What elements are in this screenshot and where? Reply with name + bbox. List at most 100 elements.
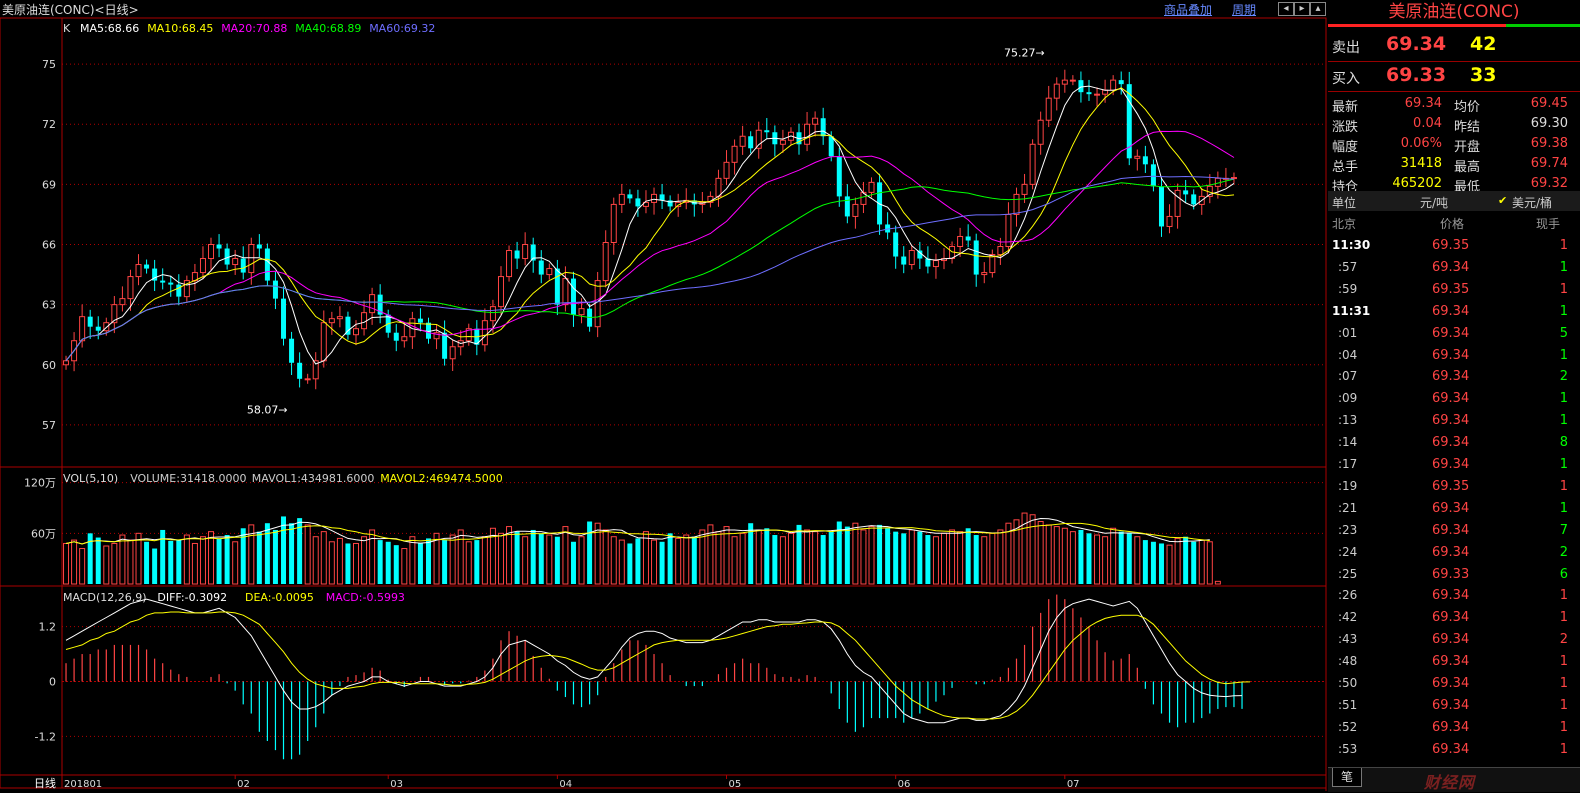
volume-bar bbox=[1110, 527, 1117, 585]
candle-body bbox=[1086, 92, 1092, 95]
volume-bar bbox=[587, 521, 593, 584]
candle-body bbox=[731, 145, 738, 163]
candle-body bbox=[546, 268, 553, 276]
volume-bar bbox=[144, 541, 150, 584]
ma-line bbox=[65, 175, 1235, 362]
candle-body bbox=[1053, 83, 1060, 99]
tick-time: :57 bbox=[1338, 259, 1358, 274]
tick-header-price: 价格 bbox=[1440, 217, 1465, 231]
tick-price: 69.34 bbox=[1432, 435, 1470, 451]
volume-bar bbox=[514, 531, 520, 584]
ask-volume: 42 bbox=[1470, 33, 1497, 55]
unit-alt[interactable]: 美元/桶 bbox=[1512, 196, 1553, 210]
tick-volume: 1 bbox=[1559, 676, 1568, 691]
tick-volume: 1 bbox=[1559, 347, 1568, 363]
tick-row: :17 69.34 1 bbox=[1328, 455, 1580, 475]
volume-bar bbox=[506, 526, 513, 585]
candle-body bbox=[336, 316, 343, 320]
candle-body bbox=[1230, 177, 1237, 180]
candle-body bbox=[264, 248, 270, 281]
volume-bar bbox=[297, 518, 303, 584]
candle-body bbox=[1037, 119, 1044, 145]
tick-row: :23 69.34 7 bbox=[1328, 521, 1580, 541]
candle-body bbox=[119, 298, 126, 306]
mavol-line bbox=[65, 517, 1210, 545]
arrow-up-icon[interactable]: ▴ bbox=[1310, 2, 1326, 16]
candle-body bbox=[917, 250, 923, 259]
candle-body bbox=[1166, 215, 1173, 227]
candle-body bbox=[152, 268, 158, 281]
candle-body bbox=[369, 294, 376, 314]
candle-body bbox=[208, 244, 215, 260]
title-bar: 美原油连(CONC)<日线> 商品叠加 周期 ◂ ▸ ▴ bbox=[0, 0, 1328, 18]
ma-legend: MA20:70.88 bbox=[221, 22, 287, 35]
volume-bar bbox=[1150, 541, 1156, 584]
candle-body bbox=[168, 282, 174, 285]
volume-bar bbox=[1086, 533, 1092, 584]
arrow-left-icon[interactable]: ◂ bbox=[1278, 2, 1294, 16]
overlay-link[interactable]: 商品叠加 bbox=[1164, 3, 1213, 17]
tick-price: 69.34 bbox=[1432, 632, 1470, 648]
bid-price: 69.33 bbox=[1386, 64, 1447, 86]
candle-body bbox=[1069, 79, 1076, 82]
volume-bar bbox=[457, 529, 464, 585]
candle-body bbox=[1013, 193, 1020, 215]
candle-body bbox=[216, 244, 222, 249]
volume-bar bbox=[1206, 541, 1213, 585]
volume-bar bbox=[385, 541, 391, 584]
volume-bar bbox=[224, 535, 230, 584]
volume-bar bbox=[860, 529, 867, 585]
candle-body bbox=[497, 276, 504, 308]
unit-value[interactable]: 元/吨 bbox=[1420, 196, 1449, 210]
tick-price: 69.34 bbox=[1432, 741, 1470, 757]
arrow-right-icon[interactable]: ▸ bbox=[1294, 2, 1310, 16]
volume-bar bbox=[1061, 527, 1068, 585]
tick-volume: 1 bbox=[1559, 654, 1568, 670]
volume-bar bbox=[95, 537, 101, 584]
volume-bar bbox=[973, 535, 979, 584]
volume-bar bbox=[772, 535, 778, 584]
tick-time: :14 bbox=[1338, 435, 1358, 450]
tab-trades[interactable]: 笔 bbox=[1332, 768, 1362, 787]
tick-volume: 1 bbox=[1559, 588, 1568, 604]
tick-price: 69.34 bbox=[1432, 522, 1470, 538]
tick-price: 69.34 bbox=[1432, 676, 1470, 691]
tick-header-volume: 现手 bbox=[1536, 217, 1561, 231]
candle-body bbox=[578, 308, 585, 316]
tick-volume: 1 bbox=[1559, 697, 1568, 713]
tick-row: 11:30 69.35 1 bbox=[1328, 236, 1580, 256]
candle-body bbox=[95, 326, 101, 331]
tick-row: :09 69.34 1 bbox=[1328, 389, 1580, 409]
period-link[interactable]: 周期 bbox=[1232, 3, 1257, 17]
volume-bar bbox=[787, 532, 794, 585]
volume-bar bbox=[627, 543, 633, 584]
tick-time: :21 bbox=[1338, 500, 1358, 515]
volume-legend: VOLUME:31418.0000 bbox=[130, 472, 246, 485]
volume-bar bbox=[103, 545, 110, 585]
unit-bar: 单位 元/吨 ✔ 美元/桶 bbox=[1328, 191, 1580, 211]
candle-body bbox=[755, 129, 762, 149]
volume-bar bbox=[522, 536, 529, 585]
candle-body bbox=[1029, 143, 1036, 185]
tick-row: :07 69.34 2 bbox=[1328, 367, 1580, 387]
volume-bar bbox=[248, 524, 255, 585]
volume-bar bbox=[425, 538, 431, 584]
tick-volume: 1 bbox=[1559, 281, 1568, 297]
candle-body bbox=[87, 316, 93, 327]
candle-body bbox=[449, 346, 456, 360]
candle-body bbox=[1183, 190, 1189, 195]
candle-body bbox=[289, 338, 295, 363]
tick-volume: 1 bbox=[1559, 610, 1568, 626]
tick-row: :42 69.34 1 bbox=[1328, 608, 1580, 628]
tick-time: :19 bbox=[1338, 478, 1358, 493]
candle-body bbox=[281, 298, 287, 339]
macd-diff-line bbox=[65, 598, 1243, 724]
volume-bar bbox=[530, 529, 536, 584]
volume-bar bbox=[764, 528, 770, 584]
tick-row: :51 69.34 1 bbox=[1328, 696, 1580, 716]
tick-price: 69.34 bbox=[1432, 303, 1470, 319]
volume-bar bbox=[119, 534, 126, 585]
ma-line bbox=[65, 87, 1235, 362]
price-tick-label: 66 bbox=[42, 239, 56, 252]
futures-chart[interactable]: 75 72 69 66 63 60 57 K MA5:68.66 MA10:68.45 MA20:7… bbox=[0, 0, 1328, 791]
